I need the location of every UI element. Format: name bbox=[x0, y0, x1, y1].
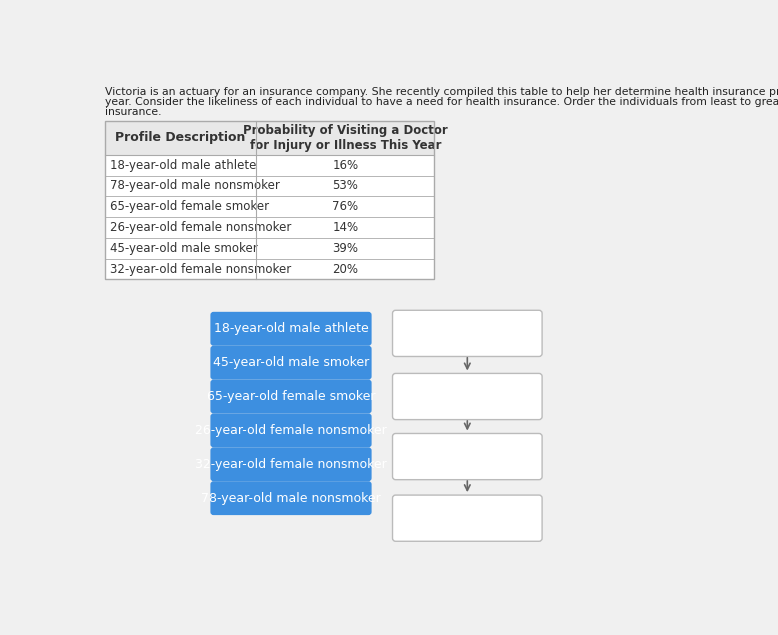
Text: 32-year-old female nonsmoker: 32-year-old female nonsmoker bbox=[110, 263, 291, 276]
FancyBboxPatch shape bbox=[210, 413, 372, 447]
FancyBboxPatch shape bbox=[105, 175, 434, 196]
Text: 26-year-old female nonsmoker: 26-year-old female nonsmoker bbox=[195, 424, 387, 437]
Text: 14%: 14% bbox=[332, 221, 359, 234]
Text: Probability of Visiting a Doctor
for Injury or Illness This Year: Probability of Visiting a Doctor for Inj… bbox=[243, 124, 447, 152]
FancyBboxPatch shape bbox=[393, 373, 542, 420]
FancyBboxPatch shape bbox=[210, 380, 372, 413]
FancyBboxPatch shape bbox=[393, 311, 542, 356]
Text: 16%: 16% bbox=[332, 159, 359, 171]
Text: 65-year-old female smoker: 65-year-old female smoker bbox=[110, 200, 268, 213]
Text: 18-year-old male athlete: 18-year-old male athlete bbox=[214, 322, 368, 335]
FancyBboxPatch shape bbox=[105, 258, 434, 279]
Text: 39%: 39% bbox=[332, 242, 358, 255]
FancyBboxPatch shape bbox=[210, 312, 372, 345]
Text: 65-year-old female smoker: 65-year-old female smoker bbox=[207, 390, 375, 403]
Text: Victoria is an actuary for an insurance company. She recently compiled this tabl: Victoria is an actuary for an insurance … bbox=[105, 87, 778, 97]
Text: 78-year-old male nonsmoker: 78-year-old male nonsmoker bbox=[202, 491, 381, 505]
Text: 45-year-old male smoker: 45-year-old male smoker bbox=[213, 356, 369, 369]
Text: 32-year-old female nonsmoker: 32-year-old female nonsmoker bbox=[195, 458, 387, 471]
FancyBboxPatch shape bbox=[105, 121, 434, 155]
FancyBboxPatch shape bbox=[393, 495, 542, 541]
FancyBboxPatch shape bbox=[210, 447, 372, 481]
FancyBboxPatch shape bbox=[393, 434, 542, 479]
Text: Profile Description: Profile Description bbox=[115, 131, 246, 144]
Text: year. Consider the likeliness of each individual to have a need for health insur: year. Consider the likeliness of each in… bbox=[105, 97, 778, 107]
FancyBboxPatch shape bbox=[210, 481, 372, 515]
Text: 53%: 53% bbox=[332, 180, 358, 192]
Text: 18-year-old male athlete: 18-year-old male athlete bbox=[110, 159, 256, 171]
FancyBboxPatch shape bbox=[210, 345, 372, 380]
FancyBboxPatch shape bbox=[105, 196, 434, 217]
Text: 78-year-old male nonsmoker: 78-year-old male nonsmoker bbox=[110, 180, 279, 192]
Text: 76%: 76% bbox=[332, 200, 359, 213]
FancyBboxPatch shape bbox=[105, 155, 434, 175]
Text: insurance.: insurance. bbox=[105, 107, 162, 117]
Text: 20%: 20% bbox=[332, 263, 358, 276]
Text: 45-year-old male smoker: 45-year-old male smoker bbox=[110, 242, 258, 255]
FancyBboxPatch shape bbox=[105, 238, 434, 258]
FancyBboxPatch shape bbox=[105, 217, 434, 238]
Text: 26-year-old female nonsmoker: 26-year-old female nonsmoker bbox=[110, 221, 291, 234]
